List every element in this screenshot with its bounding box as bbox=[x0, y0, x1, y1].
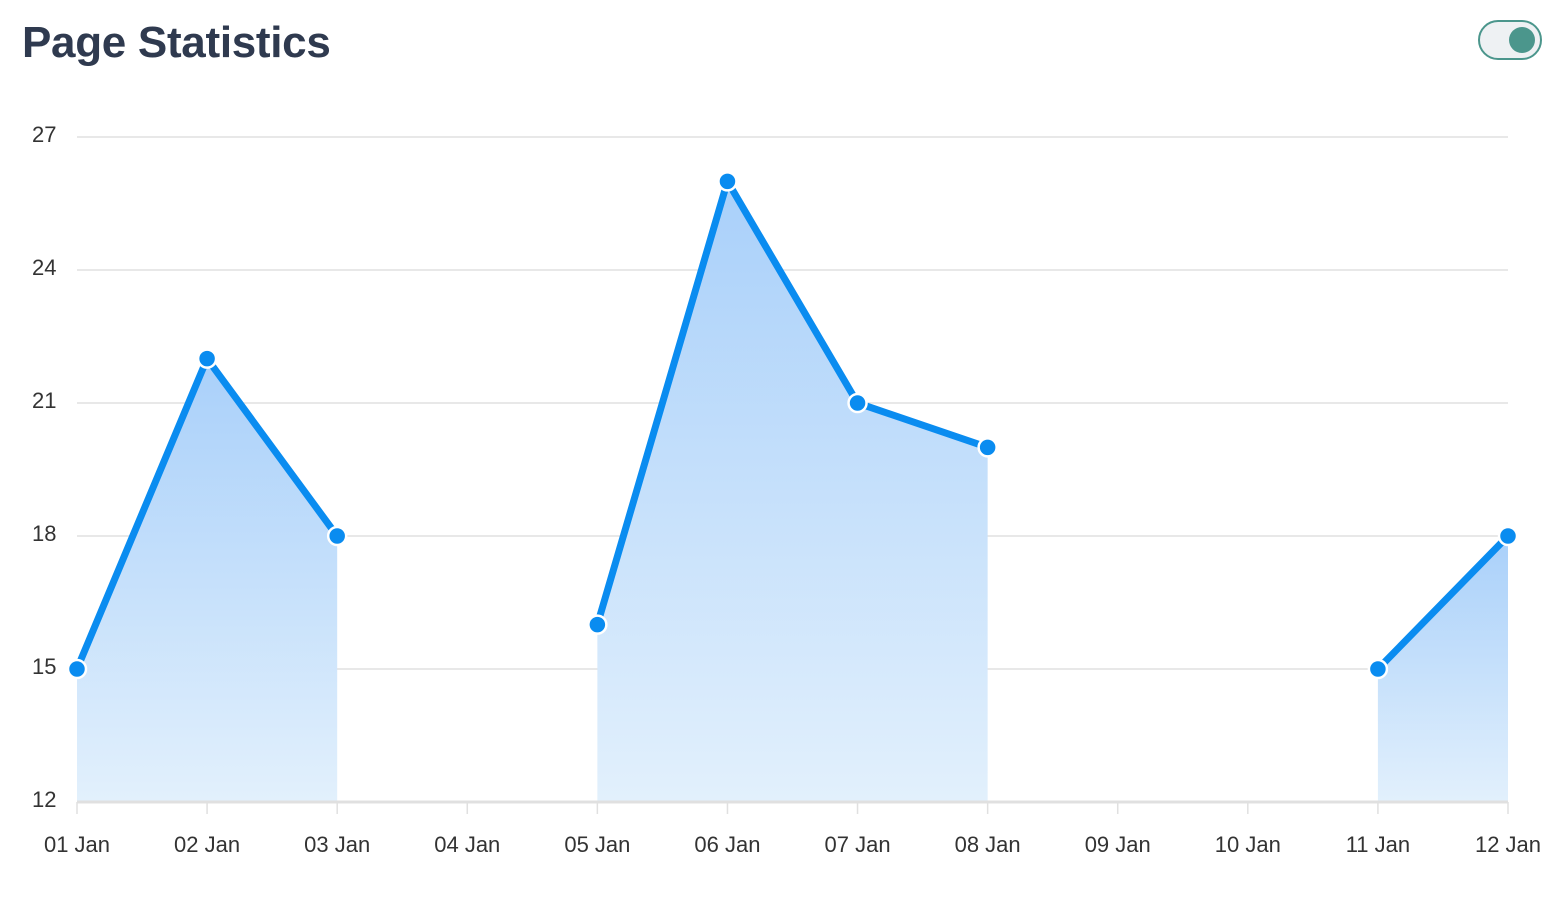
x-axis bbox=[77, 802, 1508, 814]
y-tick-label-21: 21 bbox=[32, 388, 56, 413]
x-tick-label: 01 Jan bbox=[44, 832, 110, 857]
data-point-05-jan[interactable] bbox=[588, 616, 606, 634]
x-tick-label: 03 Jan bbox=[304, 832, 370, 857]
y-tick-label-27: 27 bbox=[32, 122, 56, 147]
y-tick-labels: 12 15 18 21 24 27 bbox=[32, 122, 56, 812]
data-point-12-jan[interactable] bbox=[1499, 527, 1517, 545]
x-tick-label: 10 Jan bbox=[1215, 832, 1281, 857]
x-tick-label: 12 Jan bbox=[1475, 832, 1541, 857]
y-tick-label-12: 12 bbox=[32, 787, 56, 812]
x-tick-label: 04 Jan bbox=[434, 832, 500, 857]
data-point-02-jan[interactable] bbox=[198, 350, 216, 368]
data-point-06-jan[interactable] bbox=[718, 172, 736, 190]
x-tick-label: 02 Jan bbox=[174, 832, 240, 857]
data-point-07-jan[interactable] bbox=[849, 394, 867, 412]
x-tick-label: 05 Jan bbox=[564, 832, 630, 857]
data-point-11-jan[interactable] bbox=[1369, 660, 1387, 678]
data-point-08-jan[interactable] bbox=[979, 438, 997, 456]
area-fills bbox=[77, 181, 1508, 802]
x-tick-label: 07 Jan bbox=[825, 832, 891, 857]
data-point-01-jan[interactable] bbox=[68, 660, 86, 678]
x-tick-label: 09 Jan bbox=[1085, 832, 1151, 857]
data-point-03-jan[interactable] bbox=[328, 527, 346, 545]
y-tick-label-15: 15 bbox=[32, 654, 56, 679]
x-tick-label: 11 Jan bbox=[1346, 832, 1410, 857]
x-tick-label: 08 Jan bbox=[955, 832, 1021, 857]
y-tick-label-24: 24 bbox=[32, 255, 56, 280]
area-segment-2 bbox=[1378, 536, 1508, 802]
x-tick-label: 06 Jan bbox=[694, 832, 760, 857]
area-segment-1 bbox=[597, 181, 987, 802]
y-tick-label-18: 18 bbox=[32, 521, 56, 546]
x-tick-labels: 01 Jan 02 Jan 03 Jan 04 Jan 05 Jan 06 Jan 07 J… bbox=[44, 832, 1541, 857]
